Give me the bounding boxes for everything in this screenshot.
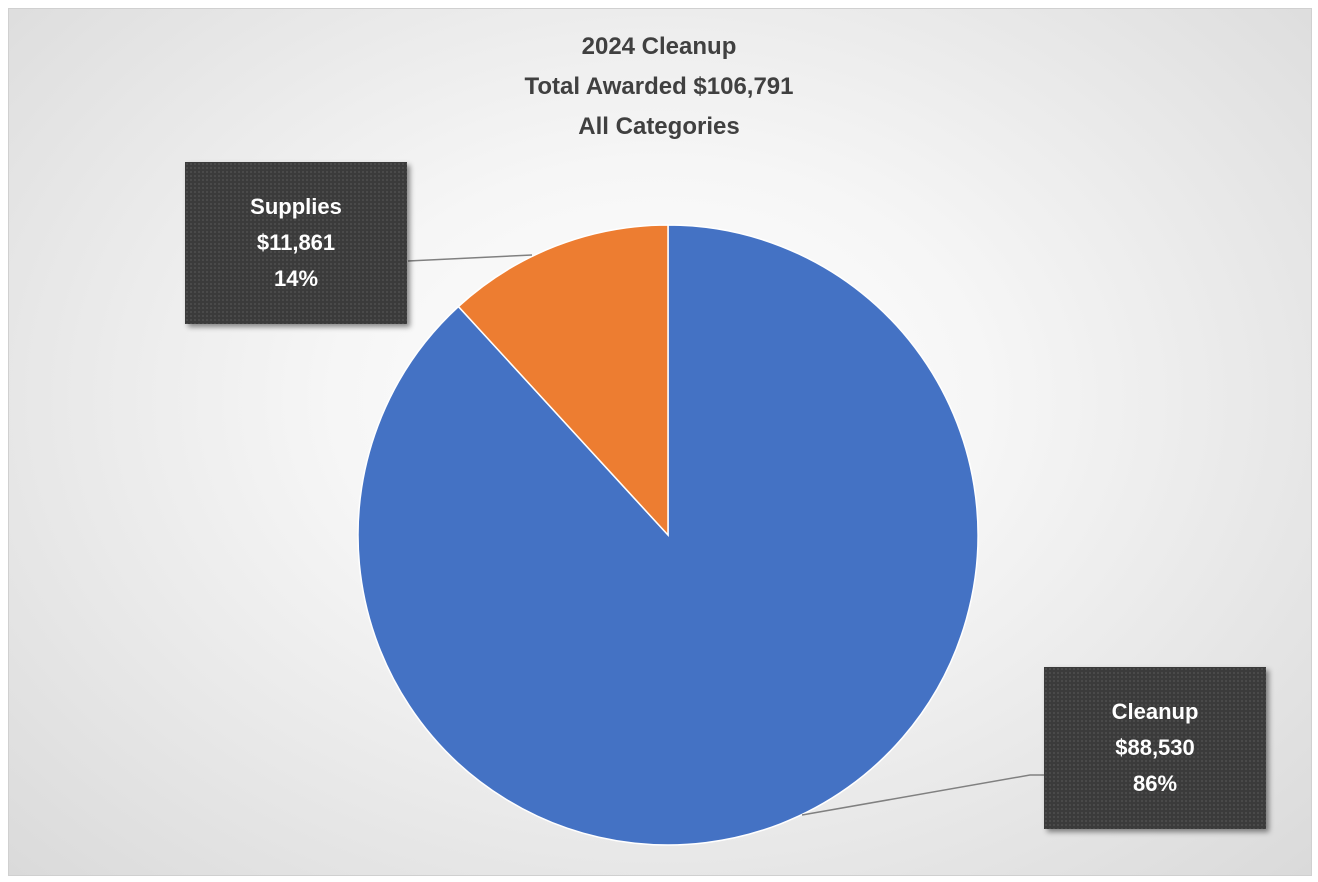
data-label-supplies-name: Supplies [250,194,342,219]
leader-line-supplies [407,254,533,262]
data-label-supplies-percent: 14% [273,266,319,291]
data-label-cleanup-percent: 86% [1132,771,1178,796]
data-label-cleanup-value: $88,530 [1115,735,1195,760]
leader-line-cleanup [801,774,1044,816]
pie-slice-supplies[interactable] [457,224,669,537]
chart-title-line-1: 2024 Cleanup [581,33,737,60]
data-label-cleanup: Cleanup $88,530 86% [1044,667,1266,829]
chart-title-line-3: All Categories [578,113,740,140]
data-label-cleanup-name: Cleanup [1111,699,1199,724]
chart-title-line-2: Total Awarded $106,791 [524,73,794,100]
data-label-supplies: Supplies $11,861 14% [185,162,407,324]
data-label-supplies-value: $11,861 [256,230,336,255]
